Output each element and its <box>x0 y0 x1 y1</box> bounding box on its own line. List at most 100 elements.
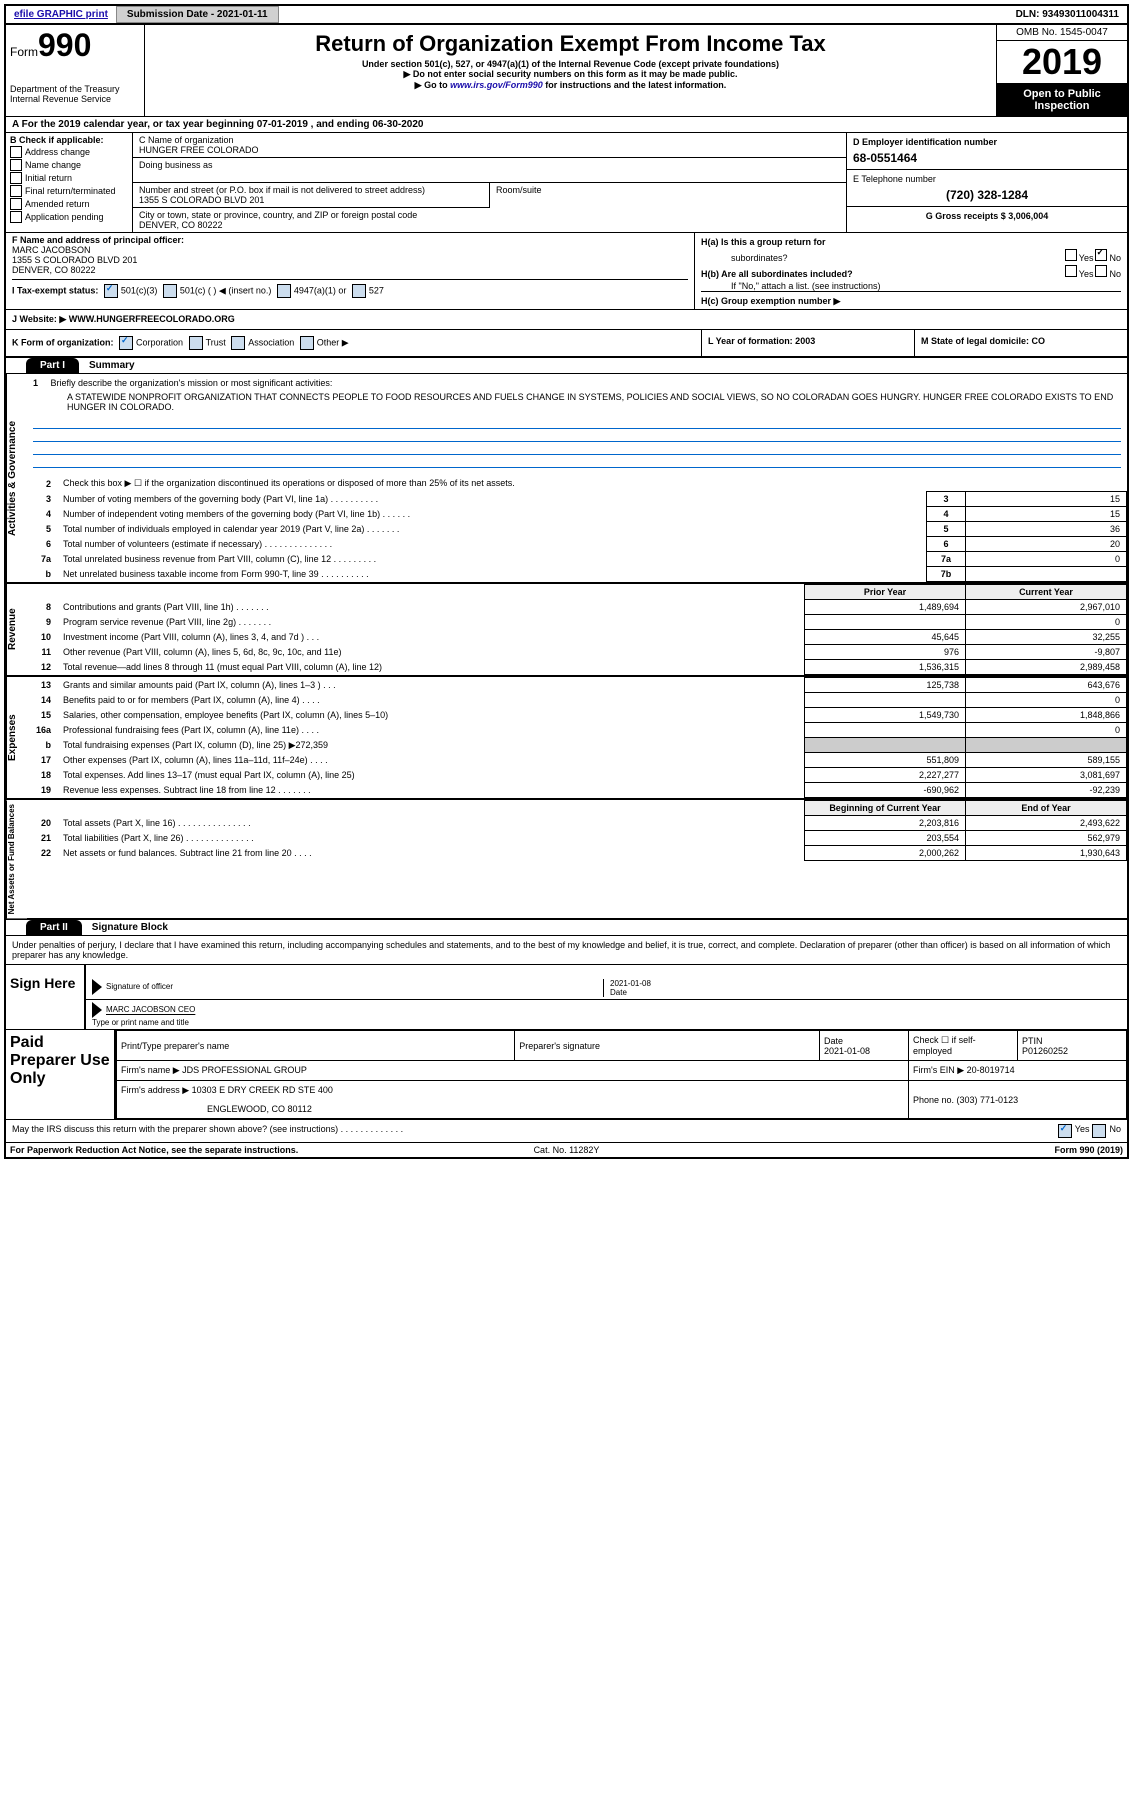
part1-body: Activities & Governance 1 Briefly descri… <box>6 374 1127 582</box>
net-body: Net Assets or Fund Balances Beginning of… <box>6 798 1127 918</box>
chk-assoc[interactable] <box>231 336 245 350</box>
vtab-net: Net Assets or Fund Balances <box>6 800 27 918</box>
chk-row: Amended return <box>10 198 128 210</box>
rev-content: Prior YearCurrent Year8Contributions and… <box>27 584 1127 675</box>
officer-name: MARC JACOBSON <box>12 245 688 255</box>
form-prefix: Form <box>10 45 38 59</box>
omb-text: OMB No. 1545-0047 <box>997 25 1127 41</box>
exp-content: 13Grants and similar amounts paid (Part … <box>27 677 1127 798</box>
prep-content: Print/Type preparer's name Preparer's si… <box>116 1030 1127 1119</box>
header-mid: Return of Organization Exempt From Incom… <box>145 25 996 116</box>
opt-501c3: 501(c)(3) <box>121 285 158 295</box>
chk-row: Final return/terminated <box>10 185 128 197</box>
gross-cell: G Gross receipts $ 3,006,004 <box>847 207 1127 225</box>
sub3-post: for instructions and the latest informat… <box>543 80 727 90</box>
street-lbl: Number and street (or P.O. box if mail i… <box>139 185 483 195</box>
prep-ein: Firm's EIN ▶ 20-8019714 <box>909 1061 1127 1081</box>
chk-label: Address change <box>25 147 90 157</box>
col-h: H(a) Is this a group return for subordin… <box>694 233 1127 309</box>
col-b-hdr: B Check if applicable: <box>10 135 128 145</box>
city-val: DENVER, CO 80222 <box>139 220 840 230</box>
l-cell: L Year of formation: 2003 <box>701 330 914 356</box>
no-lbl: No <box>1109 253 1121 263</box>
checkbox[interactable] <box>10 211 22 223</box>
chk-label: Initial return <box>25 173 72 183</box>
checkbox[interactable] <box>10 159 22 171</box>
row-j: J Website: ▶ WWW.HUNGERFREECOLORADO.ORG <box>6 310 1127 330</box>
ha-no[interactable] <box>1095 249 1107 261</box>
col-f: F Name and address of principal officer:… <box>6 233 694 309</box>
prep-h2: Preparer's signature <box>515 1031 820 1061</box>
checkbox[interactable] <box>10 146 22 158</box>
sign-content: Signature of officer 2021-01-08Date MARC… <box>86 965 1127 1029</box>
hb-yes[interactable] <box>1065 265 1077 277</box>
chk-corp[interactable] <box>119 336 133 350</box>
ein-lbl: D Employer identification number <box>853 137 1121 147</box>
footer-m: Cat. No. 11282Y <box>381 1145 752 1155</box>
submission-btn[interactable]: Submission Date - 2021-01-11 <box>116 6 279 23</box>
preparer-row: Paid Preparer Use Only Print/Type prepar… <box>6 1029 1127 1119</box>
website-val: WWW.HUNGERFREECOLORADO.ORG <box>69 314 235 324</box>
section-bcd: B Check if applicable: Address changeNam… <box>6 133 1127 233</box>
street-val: 1355 S COLORADO BLVD 201 <box>139 195 483 205</box>
line1-num: 1 <box>33 378 38 388</box>
year-text: 2019 <box>997 41 1127 84</box>
subtitle-3: ▶ Go to www.irs.gov/Form990 for instruct… <box>149 80 992 91</box>
checkbox[interactable] <box>10 172 22 184</box>
line1: 1 Briefly describe the organization's mi… <box>27 374 1127 392</box>
prep-date: 2021-01-08 <box>824 1046 870 1056</box>
prep-h3: Date <box>824 1036 843 1046</box>
footer-row: For Paperwork Reduction Act Notice, see … <box>6 1142 1127 1157</box>
no-lbl2: No <box>1109 269 1121 279</box>
line-a: A For the 2019 calendar year, or tax yea… <box>6 117 1127 133</box>
opt-corp: Corporation <box>136 337 183 347</box>
prep-h1: Print/Type preparer's name <box>117 1031 515 1061</box>
prep-addr2: ENGLEWOOD, CO 80112 <box>117 1100 909 1119</box>
opt-trust: Trust <box>206 337 226 347</box>
checkbox[interactable] <box>10 185 22 197</box>
chk-trust[interactable] <box>189 336 203 350</box>
yes-lbl: Yes <box>1079 253 1094 263</box>
chk-4947[interactable] <box>277 284 291 298</box>
opt-527: 527 <box>369 285 384 295</box>
chk-501c[interactable] <box>163 284 177 298</box>
sign-date: 2021-01-08 <box>610 979 1121 988</box>
prep-ptin: P01260252 <box>1022 1046 1068 1056</box>
dba-cell: Doing business as <box>133 158 846 183</box>
efile-link[interactable]: efile GRAPHIC print <box>6 7 116 22</box>
discuss-no[interactable] <box>1092 1124 1106 1138</box>
checkbox[interactable] <box>10 198 22 210</box>
ha-yes[interactable] <box>1065 249 1077 261</box>
exp-table: 13Grants and similar amounts paid (Part … <box>27 677 1127 798</box>
chk-other[interactable] <box>300 336 314 350</box>
footer-l: For Paperwork Reduction Act Notice, see … <box>10 1145 381 1155</box>
k-cell: K Form of organization: Corporation Trus… <box>6 330 701 356</box>
footer-r: Form 990 (2019) <box>752 1145 1123 1155</box>
org-name: HUNGER FREE COLORADO <box>139 145 840 155</box>
prep-h5: PTIN <box>1022 1036 1043 1046</box>
chk-row: Application pending <box>10 211 128 223</box>
prep-addr: Firm's address ▶ 10303 E DRY CREEK RD ST… <box>117 1081 909 1101</box>
room-cell: Room/suite <box>489 183 846 208</box>
hb-lbl: H(b) Are all subordinates included? <box>701 269 1063 279</box>
opt-4947: 4947(a)(1) or <box>294 285 347 295</box>
chk-501c3[interactable] <box>104 284 118 298</box>
hb-no[interactable] <box>1095 265 1107 277</box>
vtab-rev: Revenue <box>6 584 27 675</box>
ein-val: 68-0551464 <box>853 151 1121 165</box>
net-content: Beginning of Current YearEnd of Year20To… <box>27 800 1127 918</box>
i-lbl: I Tax-exempt status: <box>12 285 98 295</box>
discuss-yes[interactable] <box>1058 1124 1072 1138</box>
chk-527[interactable] <box>352 284 366 298</box>
open-public: Open to Public Inspection <box>997 84 1127 116</box>
arrow-icon <box>92 979 102 995</box>
sig-of-lbl: Signature of officer <box>106 983 173 992</box>
phone-lbl: E Telephone number <box>853 174 1121 184</box>
part1-tab: Part I <box>26 358 79 373</box>
part2-tab: Part II <box>26 920 82 935</box>
dln-text: DLN: 93493011004311 <box>1008 7 1127 22</box>
irs-link[interactable]: www.irs.gov/Form990 <box>450 80 543 90</box>
dept-text: Department of the Treasury Internal Reve… <box>10 84 140 104</box>
prep-firm: Firm's name ▶ JDS PROFESSIONAL GROUP <box>117 1061 909 1081</box>
website-cell: J Website: ▶ WWW.HUNGERFREECOLORADO.ORG <box>6 310 1127 329</box>
